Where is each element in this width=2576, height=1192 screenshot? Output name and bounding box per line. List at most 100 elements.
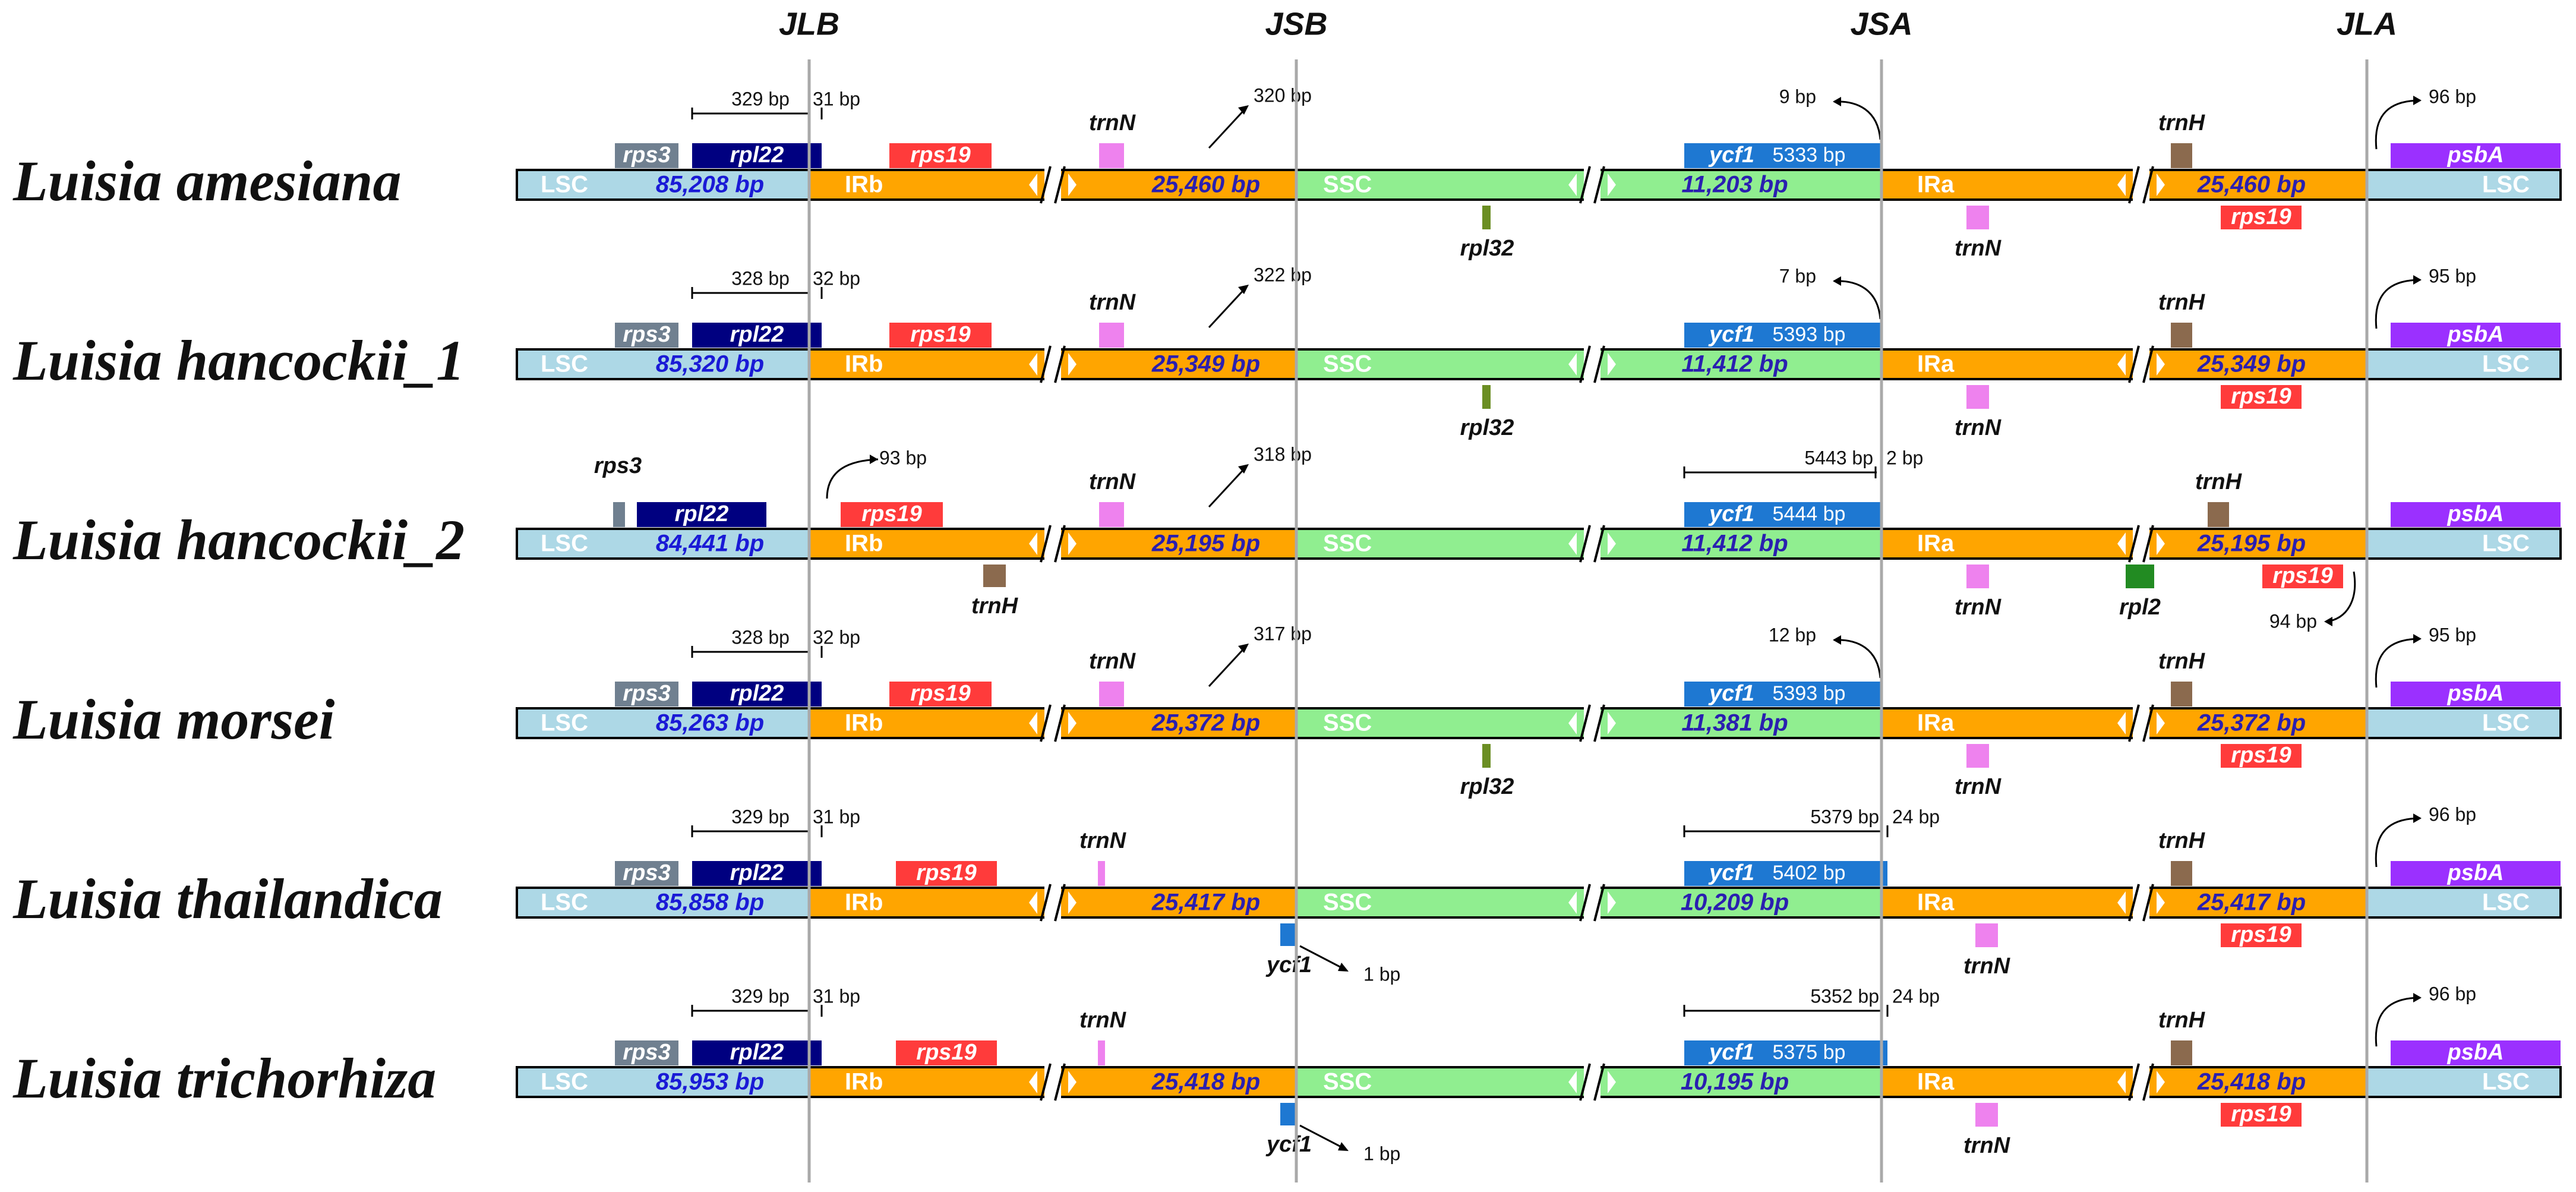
gene-rps3: [613, 502, 625, 527]
lsc-left-segment: [517, 349, 809, 379]
region-label-ira: IRa: [1917, 710, 1955, 736]
rps19-irb-distance: 93 bp: [879, 447, 927, 468]
gene-trnH-ira: [2171, 861, 2192, 886]
ssc-segment-left: [1296, 888, 1584, 917]
gene-rps3-label: rps3: [623, 322, 670, 347]
distance-arrowhead: [1238, 644, 1249, 653]
distance-arrowhead: [1338, 963, 1349, 972]
gene-ycf1-label: ycf1: [1708, 860, 1754, 885]
break-arrowhead: [1029, 712, 1037, 734]
gene-psbA-label: psbA: [2447, 1040, 2504, 1065]
break-slash: [1593, 1063, 1605, 1101]
break-slash: [1054, 166, 1066, 204]
gene-rps19-irb-label: rps19: [916, 1040, 976, 1065]
gene-rps19-irb-label: rps19: [910, 322, 970, 347]
jla-distance: 95 bp: [2429, 265, 2476, 286]
gene-trnN-irb-label: trnN: [1089, 649, 1137, 674]
ssc-segment-right: [1600, 888, 1882, 917]
break-gap: [1044, 347, 1061, 381]
gene-ycf1: [1684, 143, 1882, 168]
jla-distance: 96 bp: [2429, 983, 2476, 1004]
distance-arrow: [1208, 286, 1248, 329]
ssc-length: 11,412 bp: [1681, 351, 1788, 377]
ssc-length: 11,203 bp: [1681, 172, 1788, 198]
lsc-length: 85,263 bp: [656, 710, 764, 736]
gene-rps19-irb: [896, 1040, 997, 1065]
gene-rpl22: [692, 143, 822, 168]
junction-title-jla: JLA: [2337, 6, 2397, 42]
distance-arrow: [1208, 106, 1248, 149]
ssc-length: 10,209 bp: [1681, 890, 1789, 916]
jsa-distance: 12 bp: [1769, 624, 1816, 645]
distance-arrow: [1208, 645, 1248, 688]
break-slash: [1579, 345, 1591, 383]
ira-length: 25,195 bp: [2197, 531, 2306, 557]
gene-ycf1: [1684, 502, 1882, 527]
irb-length: 25,460 bp: [1151, 172, 1260, 198]
break-slash: [1040, 166, 1052, 204]
gene-trnN-ira: [1975, 923, 1998, 947]
ira-segment-left: [1882, 888, 2133, 917]
gene-ycf1-length: 5444 bp: [1773, 503, 1846, 525]
region-label-irb: IRb: [845, 1069, 883, 1095]
distance-arrowhead: [2413, 96, 2422, 105]
break-arrowhead: [2157, 891, 2165, 914]
region-label-ssc: SSC: [1323, 710, 1372, 736]
break-gap: [2133, 1065, 2149, 1099]
ssc-length: 11,381 bp: [1681, 710, 1788, 736]
lsc-length: 84,441 bp: [656, 531, 764, 557]
gene-trnN-irb-label: trnN: [1079, 828, 1127, 853]
species-row: Luisia hancockii_2 LSC 84,441 bp IRb 25,195 …: [12, 443, 2562, 632]
lsc-right-segment: [2367, 529, 2561, 559]
gene-trnH-ira-label: trnH: [2158, 1008, 2206, 1033]
distance-arrow: [1833, 100, 1882, 140]
gene-psbA-label: psbA: [2447, 860, 2504, 885]
break-slash: [2128, 525, 2140, 563]
gene-rpl32-label: rpl32: [1460, 774, 1514, 799]
break-gap: [2133, 706, 2149, 740]
gene-rpl32-label: rpl32: [1460, 236, 1514, 261]
irb-segment-left: [809, 888, 1044, 917]
ycf1-overlap-label: 2 bp: [1886, 447, 1923, 468]
irb-length: 25,195 bp: [1151, 531, 1260, 557]
region-label-lsc-right: LSC: [2482, 710, 2530, 736]
ira-segment-left: [1882, 1067, 2133, 1097]
region-label-lsc: LSC: [541, 351, 588, 377]
chromosome-outline: [516, 707, 2562, 739]
gene-ycf1: [1684, 323, 1882, 348]
gene-ycf1-irb-fragment: [1280, 1103, 1297, 1125]
ira-length: 25,372 bp: [2197, 710, 2306, 736]
gene-rps19-ira-label: rps19: [2272, 563, 2332, 588]
rps19-ira-distance: 94 bp: [2269, 610, 2317, 632]
ira-segment-left: [1882, 708, 2133, 738]
distance-arrowhead: [2413, 993, 2422, 1002]
lsc-left-segment: [517, 529, 809, 559]
distance-arrowhead: [870, 455, 878, 464]
gene-trnN-irb-label: trnN: [1079, 1008, 1127, 1033]
irb-segment-left: [809, 349, 1044, 379]
gene-psbA: [2391, 1040, 2561, 1065]
ira-length: 25,460 bp: [2197, 172, 2306, 198]
break-arrowhead: [1568, 353, 1577, 376]
region-label-irb: IRb: [845, 710, 883, 736]
break-gap: [2133, 168, 2149, 202]
jsb-distance: 317 bp: [1254, 623, 1312, 644]
region-label-ssc: SSC: [1323, 531, 1372, 557]
ssc-length: 11,412 bp: [1681, 531, 1788, 557]
ycf1-irb-distance: 1 bp: [1363, 963, 1400, 985]
lsc-left-segment: [517, 170, 809, 200]
gene-trnN-irb-label: trnN: [1089, 469, 1137, 494]
region-label-irb: IRb: [845, 351, 883, 377]
lsc-right-segment: [2367, 888, 2561, 917]
break-slash: [1579, 704, 1591, 742]
ycf1-irb-distance: 1 bp: [1363, 1143, 1400, 1164]
gene-rpl22-label: rpl22: [730, 143, 784, 168]
distance-arrow: [1208, 465, 1248, 508]
break-slash: [1579, 1063, 1591, 1101]
break-gap: [1044, 706, 1061, 740]
region-label-ssc: SSC: [1323, 890, 1372, 916]
gene-trnN-ira: [1975, 1103, 1998, 1127]
irb-length: 25,418 bp: [1151, 1069, 1260, 1095]
break-slash: [1579, 884, 1591, 922]
